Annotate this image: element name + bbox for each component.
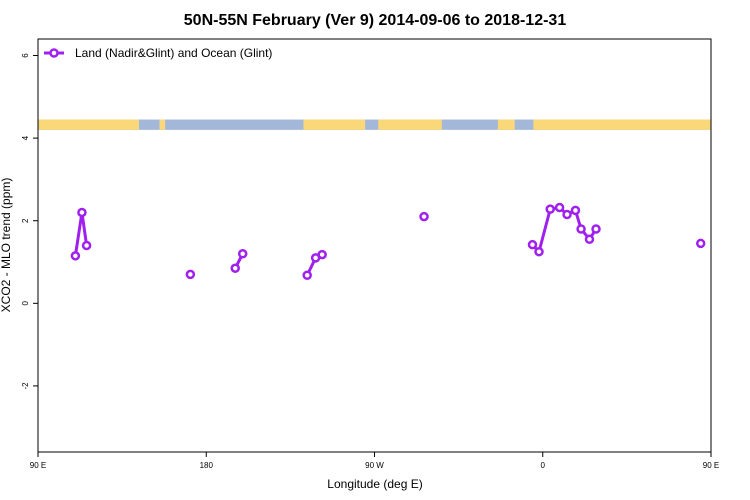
chart-title: 50N-55N February (Ver 9) 2014-09-06 to 2… <box>184 12 567 29</box>
x-tick-label: 90 W <box>365 461 384 470</box>
data-point <box>302 270 312 280</box>
x-tick-label: 90 E <box>30 461 46 470</box>
data-point <box>230 263 240 273</box>
ocean-band <box>38 119 711 130</box>
y-tick-label: 0 <box>21 301 30 306</box>
land-segment <box>533 119 711 130</box>
data-point <box>554 202 565 213</box>
data-point <box>695 238 706 249</box>
legend-entry-label: Land (Nadir&Glint) and Ocean (Glint) <box>75 46 272 60</box>
land-ocean-strip <box>38 119 711 130</box>
data-point <box>584 234 595 245</box>
y-tick-label: 4 <box>21 135 30 140</box>
land-segment <box>159 119 166 130</box>
data-point <box>185 269 196 280</box>
legend: Land (Nadir&Glint) and Ocean (Glint) <box>44 46 272 60</box>
data-point <box>70 251 81 261</box>
data-point <box>317 249 327 260</box>
land-segment <box>378 119 442 130</box>
land-segment <box>497 119 515 130</box>
data-point <box>570 205 581 216</box>
data-point <box>576 224 586 234</box>
x-tick-label: 180 <box>200 461 214 470</box>
data-point <box>527 239 538 250</box>
data-point <box>562 209 572 220</box>
y-axis-ticks: -2 0 2 4 6 <box>21 53 38 390</box>
data-point <box>237 249 248 259</box>
x-axis-label: Longitude (deg E) <box>327 477 422 491</box>
y-tick-label: -2 <box>21 382 30 390</box>
legend-marker-swatch <box>49 48 59 58</box>
x-tick-label: 0 <box>541 461 546 470</box>
land-segment <box>303 119 366 130</box>
series-plot <box>70 202 706 280</box>
data-point <box>77 207 87 218</box>
y-axis-label: XCO2 - MLO trend (ppm) <box>0 178 13 313</box>
y-tick-label: 6 <box>21 53 30 58</box>
data-point <box>545 204 555 214</box>
data-point <box>591 224 601 234</box>
data-point <box>534 246 544 257</box>
y-tick-label: 2 <box>21 218 30 223</box>
data-point <box>419 211 429 222</box>
land-segment <box>38 119 139 130</box>
data-point <box>81 240 92 251</box>
plot-frame <box>37 38 712 453</box>
x-tick-label: 90 E <box>703 461 719 470</box>
